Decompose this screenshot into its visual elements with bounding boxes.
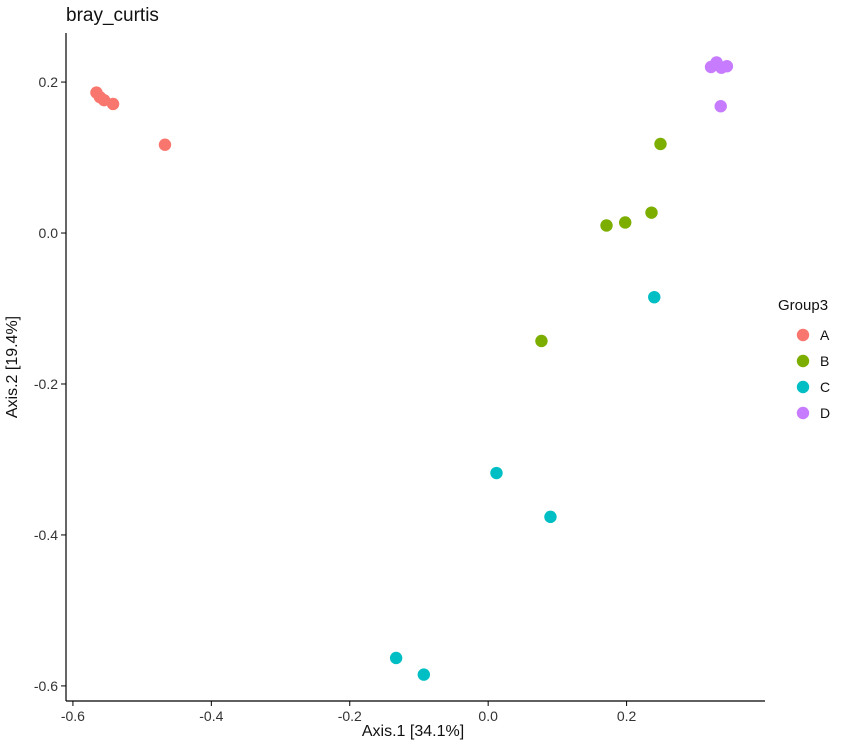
data-point-b [600, 219, 613, 232]
x-tick-label: 0.0 [478, 708, 498, 724]
data-point-b [645, 206, 658, 219]
x-axis: -0.6 -0.4 -0.2 0.0 0.2 [61, 701, 637, 724]
y-axis: 0.2 0.0 -0.2 -0.4 -0.6 [34, 74, 66, 694]
data-point-b [654, 137, 667, 151]
y-tick-label: -0.2 [34, 376, 58, 392]
data-point-b [535, 334, 548, 348]
data-points [90, 56, 734, 681]
x-tick-label: -0.2 [338, 708, 362, 724]
data-point-d [720, 60, 734, 73]
legend-key-a [796, 328, 810, 342]
legend-label-d: D [820, 405, 830, 421]
legend-label-a: A [820, 327, 830, 343]
x-tick-label: 0.2 [617, 708, 637, 724]
y-tick-label: 0.0 [39, 225, 59, 241]
legend-key-c [796, 380, 810, 394]
y-axis-label: Axis.2 [19.4%] [4, 316, 21, 418]
x-tick-label: -0.4 [199, 708, 223, 724]
legend-title: Group3 [778, 297, 828, 314]
data-point-c [544, 510, 557, 524]
legend-key-b [796, 354, 810, 368]
data-point-d [714, 100, 727, 113]
x-axis-label: Axis.1 [34.1%] [362, 723, 464, 740]
data-point-c [490, 466, 503, 480]
y-tick-label: -0.4 [34, 527, 58, 543]
data-point-b [619, 216, 632, 229]
x-tick-label: -0.6 [61, 708, 85, 724]
legend-label-c: C [820, 379, 830, 395]
data-point-a [106, 97, 120, 111]
data-point-a [158, 138, 172, 151]
data-point-c [389, 651, 403, 665]
chart-title: bray_curtis [66, 5, 159, 26]
data-point-c [417, 668, 431, 681]
y-tick-label: -0.6 [34, 678, 58, 694]
legend-key-d [796, 406, 810, 420]
data-point-c [648, 290, 661, 304]
y-tick-label: 0.2 [39, 74, 59, 90]
legend-label-b: B [820, 353, 829, 369]
